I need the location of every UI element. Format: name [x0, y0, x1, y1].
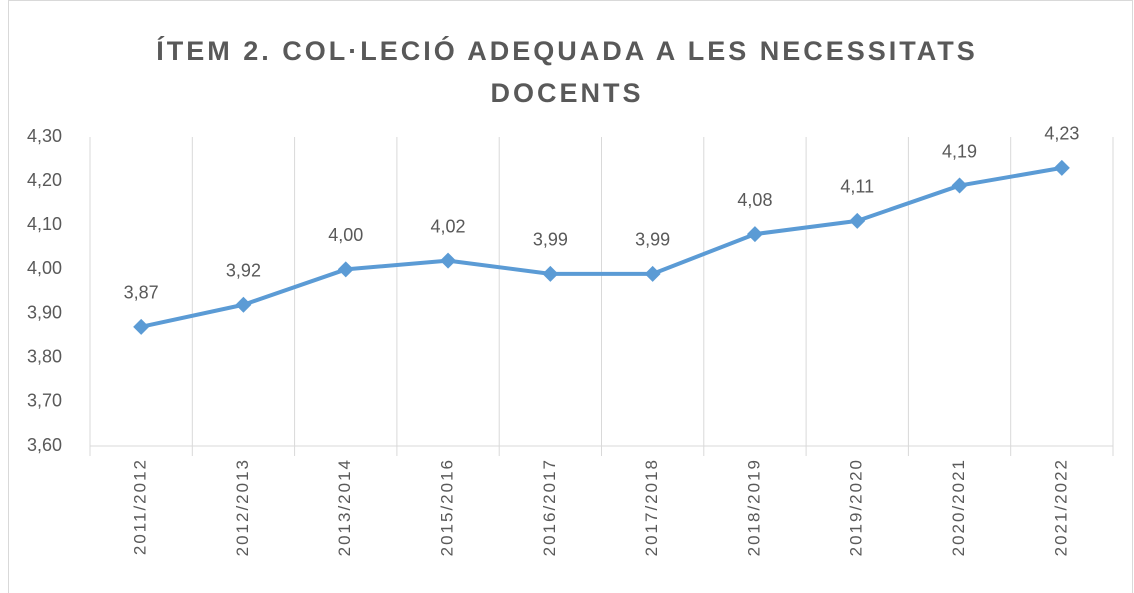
point-marker [133, 318, 150, 335]
point-marker [542, 265, 559, 282]
point-marker [849, 212, 866, 229]
point-marker [746, 226, 763, 243]
data-label: 4,19 [942, 141, 977, 161]
y-tick-label: 4,00 [27, 258, 62, 278]
chart-frame [8, 0, 1133, 593]
point-marker [1053, 159, 1070, 176]
x-tick-label: 2013/2014 [335, 458, 354, 556]
y-tick-label: 4,10 [27, 214, 62, 234]
chart-title: ÍTEM 2. COL·LECIÓ ADEQUADA A LES NECESSI… [156, 36, 978, 108]
y-tick-label: 3,70 [27, 391, 62, 411]
x-tick-label: 2017/2018 [642, 458, 661, 556]
data-label: 4,08 [737, 190, 772, 210]
data-label: 4,23 [1044, 124, 1079, 144]
series-line [140, 165, 1063, 329]
data-label: 4,00 [328, 225, 363, 245]
point-marker [440, 252, 457, 269]
y-tick-label: 4,30 [27, 126, 62, 146]
x-tick-label: 2018/2019 [744, 458, 763, 556]
data-label: 4,02 [431, 216, 466, 236]
y-tick-label: 3,80 [27, 346, 62, 366]
x-tick-label: 2020/2021 [949, 458, 968, 556]
data-label: 3,99 [635, 230, 670, 250]
data-label: 3,92 [226, 260, 261, 280]
point-marker [644, 265, 661, 282]
x-tick-label: 2012/2013 [233, 458, 252, 556]
point-marker [235, 296, 252, 313]
data-label: 4,11 [840, 177, 874, 197]
x-tick-label: 2019/2020 [847, 458, 866, 556]
point-marker [337, 261, 354, 278]
y-tick-label: 3,60 [27, 435, 62, 455]
data-label: 3,87 [124, 283, 159, 303]
x-tick-label: 2011/2012 [131, 458, 150, 555]
x-tick-label: 2016/2017 [540, 458, 559, 556]
y-tick-label: 4,20 [27, 170, 62, 190]
point-marker [951, 177, 968, 194]
y-tick-label: 3,90 [27, 302, 62, 322]
x-tick-label: 2015/2016 [438, 458, 457, 556]
data-label: 3,99 [533, 230, 568, 250]
x-tick-label: 2021/2022 [1051, 458, 1070, 556]
